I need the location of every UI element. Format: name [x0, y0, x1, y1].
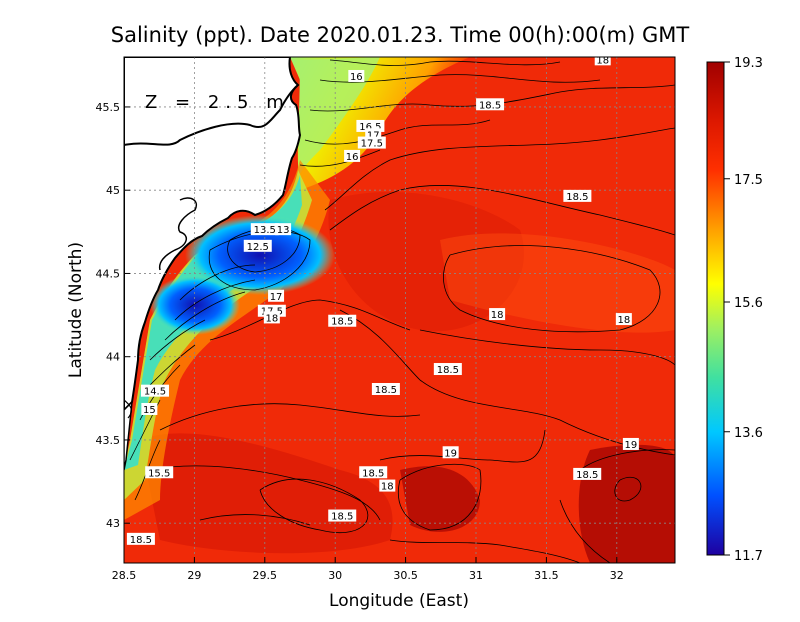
- colorbar-tick-label: 13.6: [734, 426, 763, 441]
- contour-label-box: [433, 363, 462, 376]
- contour-label: 18: [617, 315, 630, 326]
- contour-label-box: [263, 311, 280, 324]
- coastline-inlet: [158, 197, 197, 271]
- contour-label: 18.5: [479, 100, 501, 111]
- contour-label-box: [250, 223, 279, 236]
- contour-label: 18: [491, 310, 504, 321]
- low-salinity-blob: [150, 275, 240, 335]
- contour-label: 18.5: [331, 512, 353, 523]
- contour-label-box: [275, 223, 292, 236]
- contour-label-box: [622, 437, 639, 450]
- coastline-inlet: [124, 84, 299, 146]
- contour-label-box: [563, 189, 592, 202]
- y-tick-label: 43.5: [96, 434, 121, 447]
- y-tick-label: 44.5: [96, 267, 121, 280]
- colorbar: [706, 61, 725, 556]
- contour-label: 12.5: [247, 242, 269, 253]
- x-axis-ticks: 28.5 29 29.5 30 30.5 31 31.5 32: [112, 557, 624, 582]
- contour-label: 19: [625, 440, 638, 451]
- contour-label: 18: [265, 313, 278, 324]
- high-salinity-patch: [400, 466, 480, 532]
- contour-label: 17.5: [361, 139, 383, 150]
- y-tick-label: 43: [106, 517, 120, 530]
- plot-frame: [123, 56, 676, 564]
- low-salinity-blob: [185, 215, 335, 295]
- contour-label: 18.5: [331, 317, 353, 328]
- y-axis-label: Latitude (North): [66, 242, 86, 378]
- y-tick-label: 45.5: [96, 101, 121, 114]
- contour-label-box: [328, 314, 357, 327]
- contour-label: 18.5: [576, 470, 598, 481]
- contour-label: 19: [444, 448, 457, 459]
- contour-label-box: [126, 532, 155, 545]
- contour-label-box: [356, 119, 385, 132]
- contour-label-box: [328, 509, 357, 522]
- high-salinity-patch: [578, 444, 675, 563]
- x-tick-label: 31: [469, 569, 483, 582]
- contour-label-box: [141, 402, 158, 415]
- contour-label: 16: [350, 72, 363, 83]
- contour-label-box: [615, 313, 632, 326]
- contour-label-box: [594, 57, 611, 66]
- contour-label: 18.5: [437, 365, 459, 376]
- chart-title: Salinity (ppt). Date 2020.01.23. Time 00…: [111, 23, 690, 47]
- contour-label: 18: [381, 482, 394, 493]
- contour-label: 18.5: [375, 385, 397, 396]
- colorbar-tick-label: 19.3: [734, 56, 763, 71]
- depth-label: Z = 2.5 m: [145, 92, 290, 113]
- contour-label-box: [348, 69, 365, 82]
- contour-label: 18.5: [362, 468, 384, 479]
- contour-label-box: [140, 384, 169, 397]
- x-tick-label: 29: [187, 569, 201, 582]
- x-tick-label: 30.5: [393, 569, 418, 582]
- colorbar-tick-label: 17.5: [734, 173, 763, 188]
- contour-labels: 181618.516.51717.51618.513.51312.51717.5…: [126, 55, 639, 546]
- contour-label-box: [442, 446, 459, 459]
- contour-label-box: [573, 467, 602, 480]
- contour-label: 17: [367, 130, 380, 141]
- x-tick-label: 32: [610, 569, 624, 582]
- contour-label-box: [243, 239, 272, 252]
- contour-label-box: [145, 466, 174, 479]
- coastline-inlet: [124, 399, 132, 419]
- contour-label: 18: [596, 55, 609, 66]
- y-axis-ticks: 43 43.5 44 44.5 45 45.5: [96, 101, 130, 530]
- x-tick-label: 28.5: [112, 569, 137, 582]
- contour-label: 15: [143, 405, 156, 416]
- contour-label-box: [476, 98, 505, 111]
- contour-label-box: [344, 149, 361, 162]
- contour-label-box: [489, 308, 506, 321]
- contour-label-box: [379, 479, 396, 492]
- contour-label: 16.5: [359, 122, 381, 133]
- contour-label: 14.5: [144, 387, 166, 398]
- contour-label-box: [357, 136, 386, 149]
- colorbar-tick-label: 11.7: [734, 549, 763, 564]
- contour-label-box: [371, 383, 400, 395]
- y-tick-label: 45: [106, 184, 120, 197]
- contour-label: 15.5: [148, 468, 170, 479]
- contour-label: 18.5: [130, 535, 152, 546]
- contour-label-box: [268, 289, 285, 302]
- x-tick-label: 29.5: [253, 569, 278, 582]
- graticule: [124, 57, 675, 563]
- land-mass: [124, 399, 133, 471]
- high-salinity-patch: [328, 191, 524, 332]
- y-tick-label: 44: [106, 351, 120, 364]
- contour-label: 18.5: [566, 192, 588, 203]
- x-tick-label: 30: [328, 569, 342, 582]
- x-axis-label: Longitude (East): [329, 591, 469, 611]
- colorbar-ticks: 19.3 17.5 15.6 13.6 11.7: [724, 56, 763, 564]
- contour-label: 13.5: [254, 225, 276, 236]
- colorbar-tick-label: 15.6: [734, 296, 763, 311]
- contour-label-box: [359, 466, 388, 479]
- northern-plume-core: [298, 57, 380, 180]
- x-tick-label: 31.5: [534, 569, 559, 582]
- map-plot-area: 181618.516.51717.51618.513.51312.51717.5…: [124, 55, 675, 563]
- contour-label: 13: [277, 225, 290, 236]
- contour-label: 16: [346, 152, 359, 163]
- contour-label: 17: [270, 292, 283, 303]
